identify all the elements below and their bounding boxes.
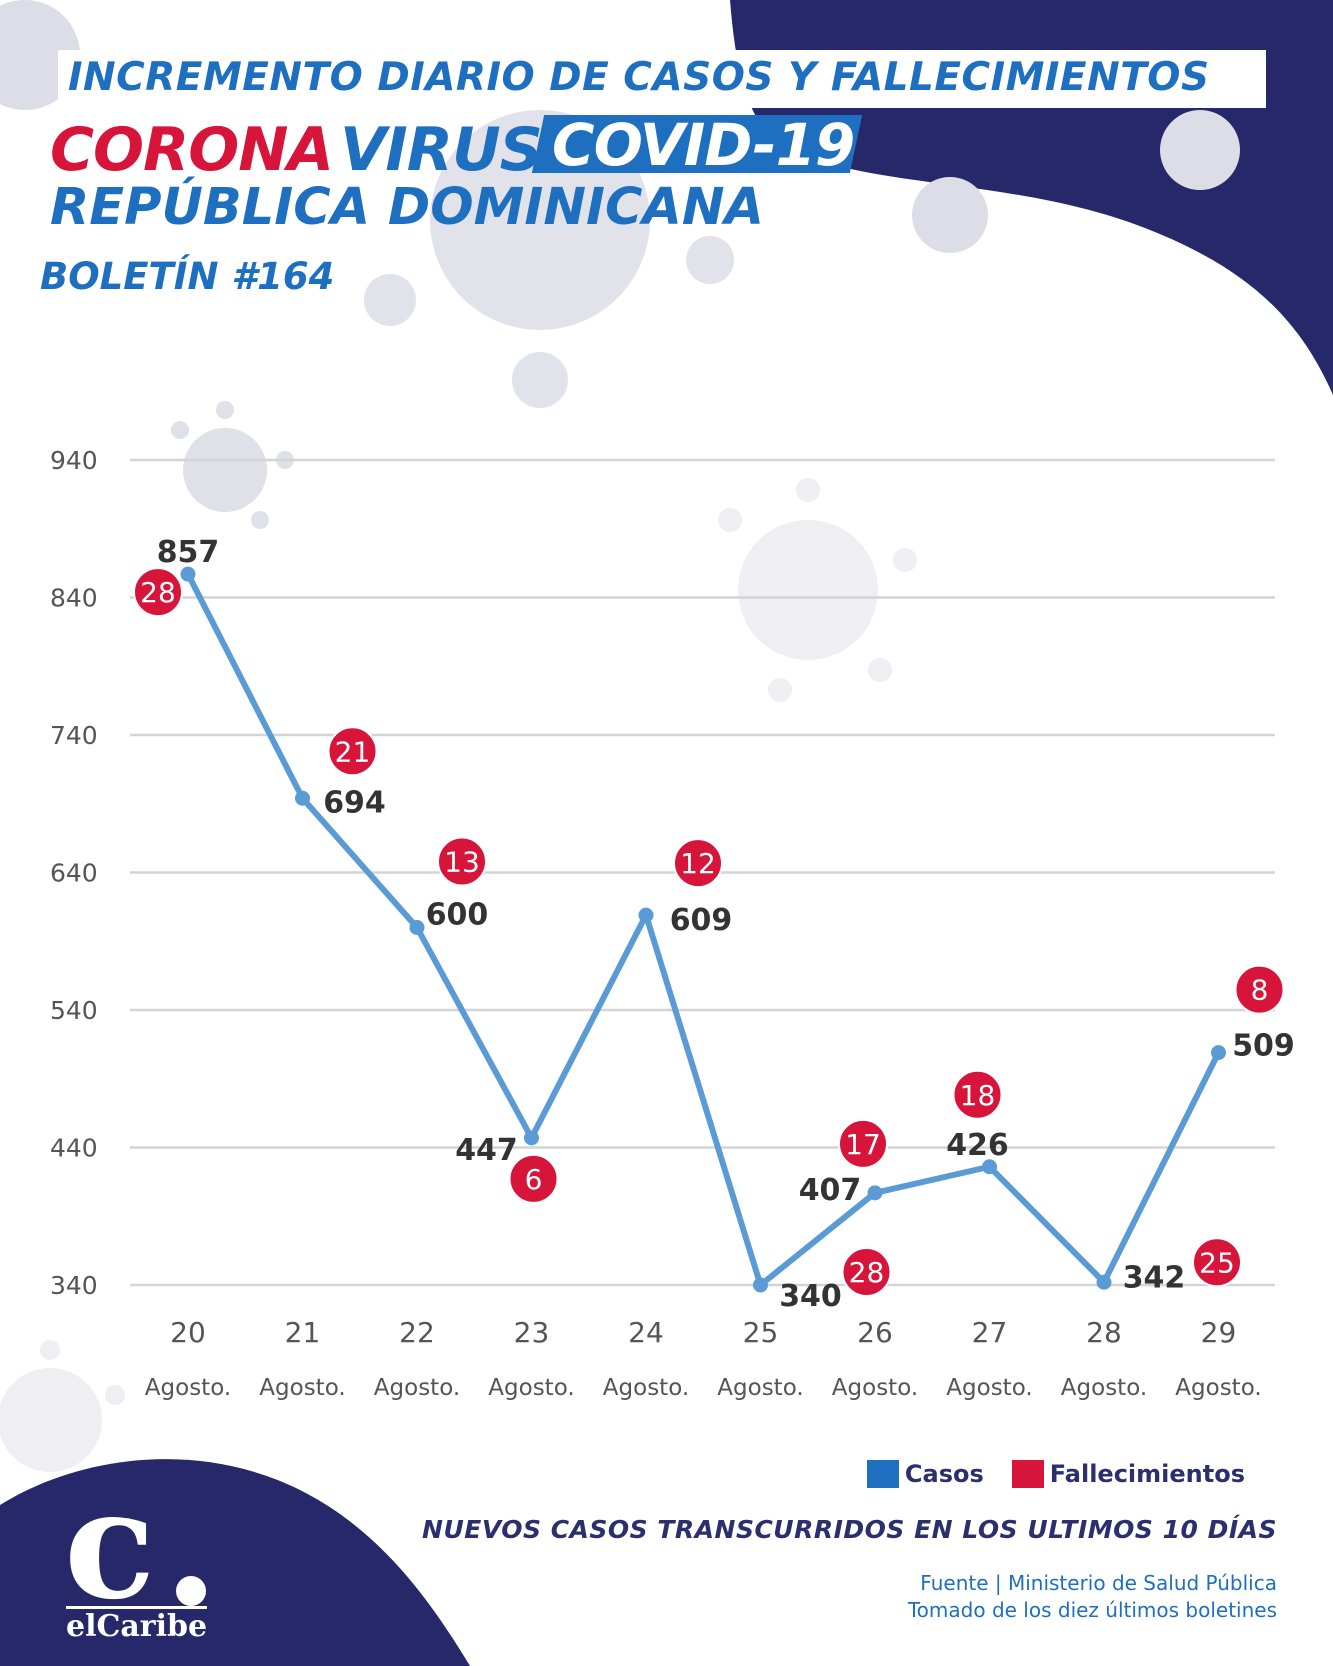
deaths-data-label: 12 — [680, 847, 716, 880]
footer-note: NUEVOS CASOS TRANSCURRIDOS EN LOS ULTIMO… — [422, 1515, 1277, 1544]
deaths-data-label: 17 — [845, 1128, 881, 1161]
chart-legend: Casos Fallecimientos — [839, 1460, 1245, 1488]
cases-point — [1096, 1274, 1112, 1290]
cases-point — [180, 566, 196, 582]
brand-virus: VIRUS — [340, 115, 543, 185]
deaths-data-label: 13 — [444, 846, 480, 879]
elcaribe-logo: c elCaribe — [64, 1470, 224, 1644]
virus-icon — [718, 478, 917, 702]
deaths-marker — [952, 1069, 1003, 1120]
virus-icon — [171, 401, 294, 529]
x-tick-sublabel: Agosto. — [603, 1375, 689, 1401]
cases-data-label: 340 — [779, 1279, 842, 1314]
deaths-marker — [1234, 964, 1285, 1015]
deaths-marker — [133, 567, 183, 618]
virus-icon — [0, 0, 1240, 253]
cases-point — [982, 1159, 997, 1175]
brand-corona: CORONA — [50, 115, 334, 185]
logo-wordmark: elCaribe — [66, 1606, 208, 1644]
country-title: REPÚBLICA DOMINICANA — [50, 178, 765, 237]
x-tick-sublabel: Agosto. — [488, 1375, 574, 1401]
legend-item-cases: Casos — [866, 1460, 984, 1488]
deaths-data-label: 28 — [849, 1256, 885, 1289]
title: INCREMENTO DIARIO DE CASOS Y FALLECIMIEN… — [68, 55, 1210, 100]
bulletin-number: BOLETÍN #164 — [40, 255, 335, 298]
cases-data-label: 407 — [799, 1173, 862, 1208]
x-tick-sublabel: Agosto. — [832, 1375, 918, 1401]
deaths-marker — [673, 838, 723, 889]
y-tick-label: 940 — [50, 446, 98, 475]
x-tick-label: 27 — [972, 1316, 1008, 1349]
navy-wave-bottom-left — [0, 1459, 470, 1666]
legend-label-cases: Casos — [904, 1460, 984, 1488]
deaths-marker — [1192, 1237, 1242, 1288]
cases-data-label: 600 — [426, 898, 489, 933]
virus-icon — [0, 1340, 125, 1472]
source-line-1: Fuente | Ministerio de Salud Pública — [920, 1571, 1277, 1595]
legend-swatch-cases — [866, 1460, 899, 1488]
deaths-marker — [841, 1247, 892, 1297]
x-tick-label: 22 — [399, 1316, 435, 1349]
logo-c-mark: c — [64, 1457, 156, 1633]
legend-swatch-deaths — [1011, 1460, 1044, 1488]
deaths-marker — [838, 1118, 888, 1169]
x-tick-sublabel: Agosto. — [717, 1375, 803, 1401]
source-note: Fuente | Ministerio de Salud Pública Tom… — [908, 1570, 1277, 1624]
title-background — [58, 50, 1266, 108]
x-tick-label: 26 — [857, 1316, 893, 1349]
cases-data-label: 694 — [323, 785, 386, 820]
cases-point — [295, 790, 310, 806]
cases-data-label: 447 — [455, 1133, 518, 1168]
x-tick-label: 23 — [514, 1316, 550, 1349]
cases-data-label: 857 — [157, 535, 220, 570]
cases-point — [524, 1130, 539, 1146]
cases-data-label: 609 — [670, 903, 733, 938]
cases-data-label: 342 — [1123, 1260, 1186, 1295]
x-tick-label: 25 — [743, 1316, 779, 1349]
x-tick-sublabel: Agosto. — [374, 1375, 460, 1401]
x-tick-sublabel: Agosto. — [145, 1375, 231, 1401]
logo-dot — [176, 1576, 206, 1606]
x-tick-label: 20 — [170, 1316, 206, 1349]
x-tick-label: 28 — [1086, 1316, 1122, 1349]
deaths-data-label: 8 — [1251, 974, 1269, 1007]
deaths-data-label: 18 — [960, 1079, 996, 1112]
deaths-data-label: 21 — [335, 735, 371, 768]
x-tick-sublabel: Agosto. — [946, 1375, 1032, 1401]
cases-point — [1211, 1045, 1226, 1061]
x-tick-label: 24 — [628, 1316, 664, 1349]
source-line-2: Tomado de los diez últimos boletines — [907, 1598, 1277, 1622]
x-tick-sublabel: Agosto. — [1175, 1375, 1261, 1401]
covid-label: COVID-19 — [552, 111, 855, 179]
cases-data-label: 426 — [946, 1128, 1009, 1163]
cases-data-label: 509 — [1232, 1029, 1295, 1064]
y-tick-label: 540 — [50, 996, 98, 1025]
legend-label-deaths: Fallecimientos — [1049, 1460, 1245, 1488]
line-chart: 340 440 540 640 740 840 940 20 Agosto. 21 Agosto. 2… — [50, 446, 1295, 1401]
deaths-marker — [437, 836, 487, 887]
deaths-data-label: 28 — [140, 576, 176, 609]
x-tick-label: 29 — [1201, 1316, 1237, 1349]
legend-item-deaths: Fallecimientos — [1011, 1460, 1245, 1488]
cases-point — [638, 907, 654, 923]
deaths-marker — [327, 726, 378, 777]
x-tick-sublabel: Agosto. — [259, 1375, 345, 1401]
y-tick-label: 340 — [50, 1271, 98, 1300]
deaths-marker — [508, 1153, 559, 1204]
cases-point — [867, 1185, 883, 1201]
cases-point — [753, 1277, 768, 1293]
x-tick-sublabel: Agosto. — [1061, 1375, 1147, 1401]
y-tick-label: 640 — [50, 859, 98, 888]
x-tick-label: 21 — [285, 1316, 321, 1349]
cases-point — [409, 920, 425, 935]
y-tick-label: 740 — [50, 721, 98, 750]
deaths-data-label: 25 — [1199, 1246, 1235, 1279]
y-tick-label: 440 — [50, 1134, 98, 1163]
cases-line — [185, 571, 1222, 1288]
y-tick-label: 840 — [50, 584, 98, 613]
deaths-data-label: 6 — [525, 1163, 543, 1196]
